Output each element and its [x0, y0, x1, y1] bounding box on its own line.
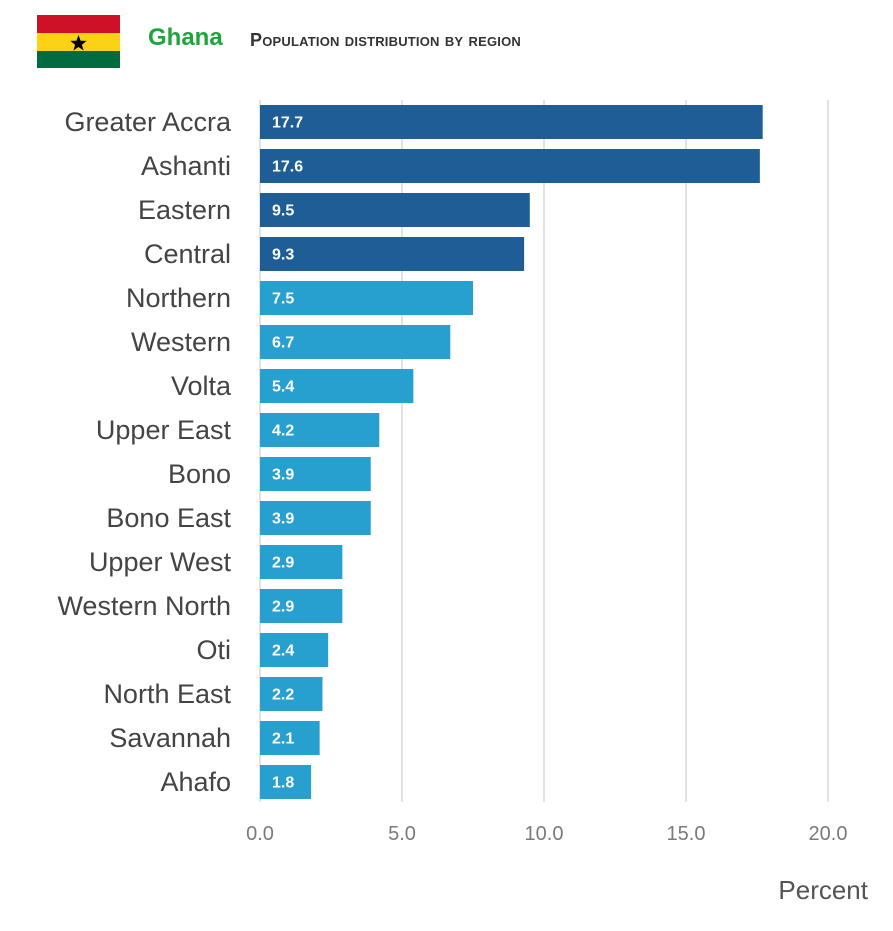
- data-label: 7.5: [272, 291, 294, 308]
- bar: [260, 281, 473, 315]
- category-label: Bono East: [106, 503, 231, 533]
- category-label: Upper East: [96, 415, 232, 445]
- x-tick-label: 15.0: [667, 823, 706, 845]
- bar: [260, 545, 343, 579]
- category-label: Ashanti: [141, 151, 231, 181]
- category-label: Savannah: [109, 723, 231, 753]
- bar: [260, 501, 371, 535]
- bar: [260, 413, 380, 447]
- category-label: Upper West: [89, 547, 232, 577]
- data-label: 5.4: [272, 379, 294, 396]
- data-label: 2.9: [272, 599, 294, 616]
- category-label: Western North: [57, 591, 231, 621]
- category-label: Bono: [168, 459, 231, 489]
- data-label: 3.9: [272, 511, 294, 528]
- x-axis-title: Percent: [778, 875, 868, 905]
- bar: [260, 633, 329, 667]
- data-label: 2.1: [272, 731, 294, 748]
- data-label: 9.3: [272, 247, 294, 264]
- data-label: 2.4: [272, 643, 294, 660]
- x-tick-label: 5.0: [388, 823, 416, 845]
- category-label: Volta: [171, 371, 232, 401]
- category-label: Greater Accra: [64, 107, 232, 137]
- bar: [260, 677, 323, 711]
- bar: [260, 149, 760, 183]
- bar: [260, 589, 343, 623]
- x-tick-label: 20.0: [809, 823, 848, 845]
- category-label: Ahafo: [160, 767, 231, 797]
- x-tick-label: 0.0: [246, 823, 274, 845]
- category-label: Central: [144, 239, 231, 269]
- bar: [260, 721, 320, 755]
- bar: [260, 193, 530, 227]
- category-label: Western: [131, 327, 231, 357]
- bar: [260, 325, 451, 359]
- category-label: Eastern: [138, 195, 231, 225]
- data-label: 17.7: [272, 115, 303, 132]
- bar: [260, 369, 414, 403]
- data-label: 3.9: [272, 467, 294, 484]
- data-label: 9.5: [272, 203, 294, 220]
- category-label: North East: [103, 679, 231, 709]
- bar: [260, 237, 525, 271]
- bar: [260, 765, 312, 799]
- category-label: Northern: [126, 283, 231, 313]
- data-label: 2.2: [272, 687, 294, 704]
- data-label: 6.7: [272, 335, 294, 352]
- bar: [260, 105, 763, 139]
- chart-subtitle: Population distribution by region: [250, 30, 521, 50]
- category-label: Oti: [196, 635, 231, 665]
- x-tick-label: 10.0: [525, 823, 564, 845]
- ghana-flag-icon: [37, 15, 120, 68]
- chart-title-country: Ghana: [148, 24, 223, 51]
- data-label: 4.2: [272, 423, 294, 440]
- data-label: 1.8: [272, 775, 294, 792]
- bar: [260, 457, 371, 491]
- data-label: 2.9: [272, 555, 294, 572]
- data-label: 17.6: [272, 159, 303, 176]
